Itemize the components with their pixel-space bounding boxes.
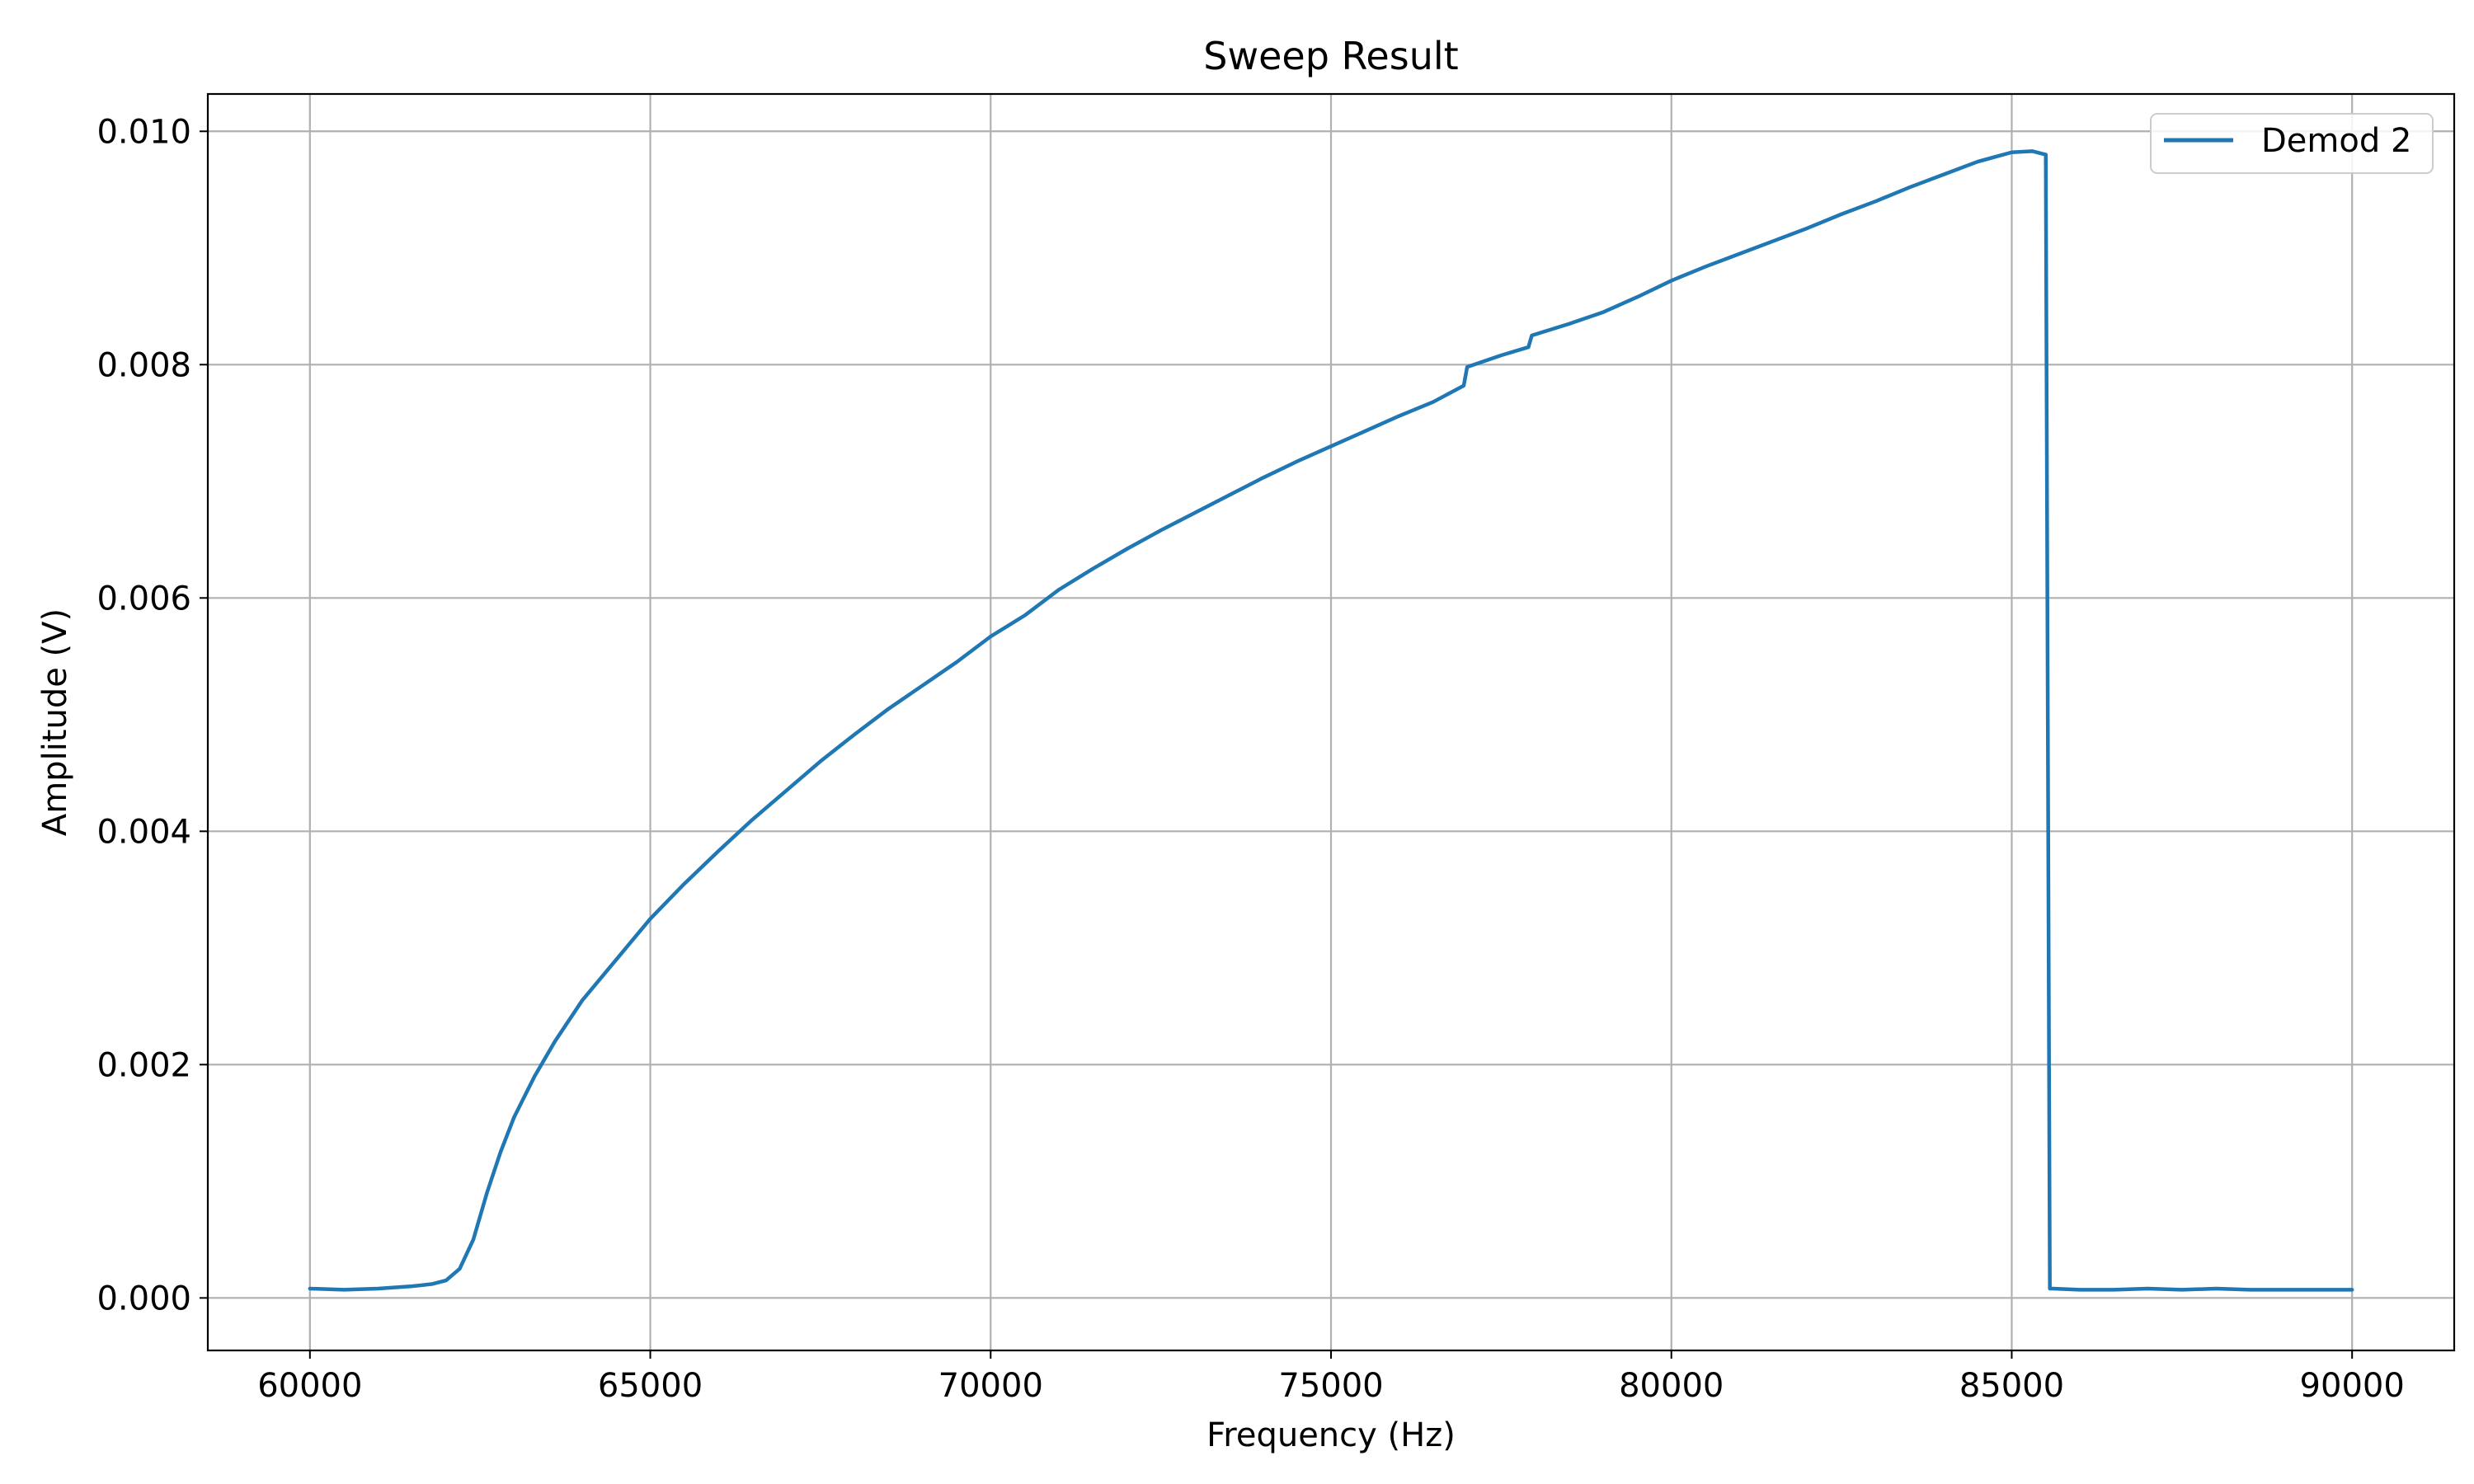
x-tick-label: 75000 xyxy=(1278,1367,1383,1405)
x-tick-label: 70000 xyxy=(938,1367,1043,1405)
legend-box xyxy=(2150,113,2434,174)
y-axis-label: Amplitude (V) xyxy=(36,608,74,836)
series-line-demod-2 xyxy=(308,149,2354,1292)
x-axis-label: Frequency (Hz) xyxy=(1206,1416,1456,1454)
x-tick-label: 65000 xyxy=(598,1367,703,1405)
x-tick-label: 80000 xyxy=(1619,1367,1724,1405)
x-tick-label: 60000 xyxy=(257,1367,362,1405)
y-tick-label: 0.004 xyxy=(96,813,191,851)
series-layer xyxy=(308,149,2354,1292)
x-tick-label: 90000 xyxy=(2300,1367,2405,1405)
y-tick-label: 0.010 xyxy=(96,113,191,151)
x-tick-label: 85000 xyxy=(1959,1367,2064,1405)
y-tick-label: 0.002 xyxy=(96,1046,191,1084)
axis-ticks: 60000 65000 70000 75000 80000 85000 90000 0.000… xyxy=(96,113,2404,1405)
grid-lines xyxy=(208,94,2454,1350)
chart-title: Sweep Result xyxy=(1203,34,1458,78)
y-tick-label: 0.008 xyxy=(96,346,191,384)
legend-label-demod-2: Demod 2 xyxy=(2261,122,2411,160)
legend: Demod 2 xyxy=(2150,113,2434,174)
y-tick-label: 0.006 xyxy=(96,580,191,618)
y-tick-label: 0.000 xyxy=(96,1280,191,1317)
